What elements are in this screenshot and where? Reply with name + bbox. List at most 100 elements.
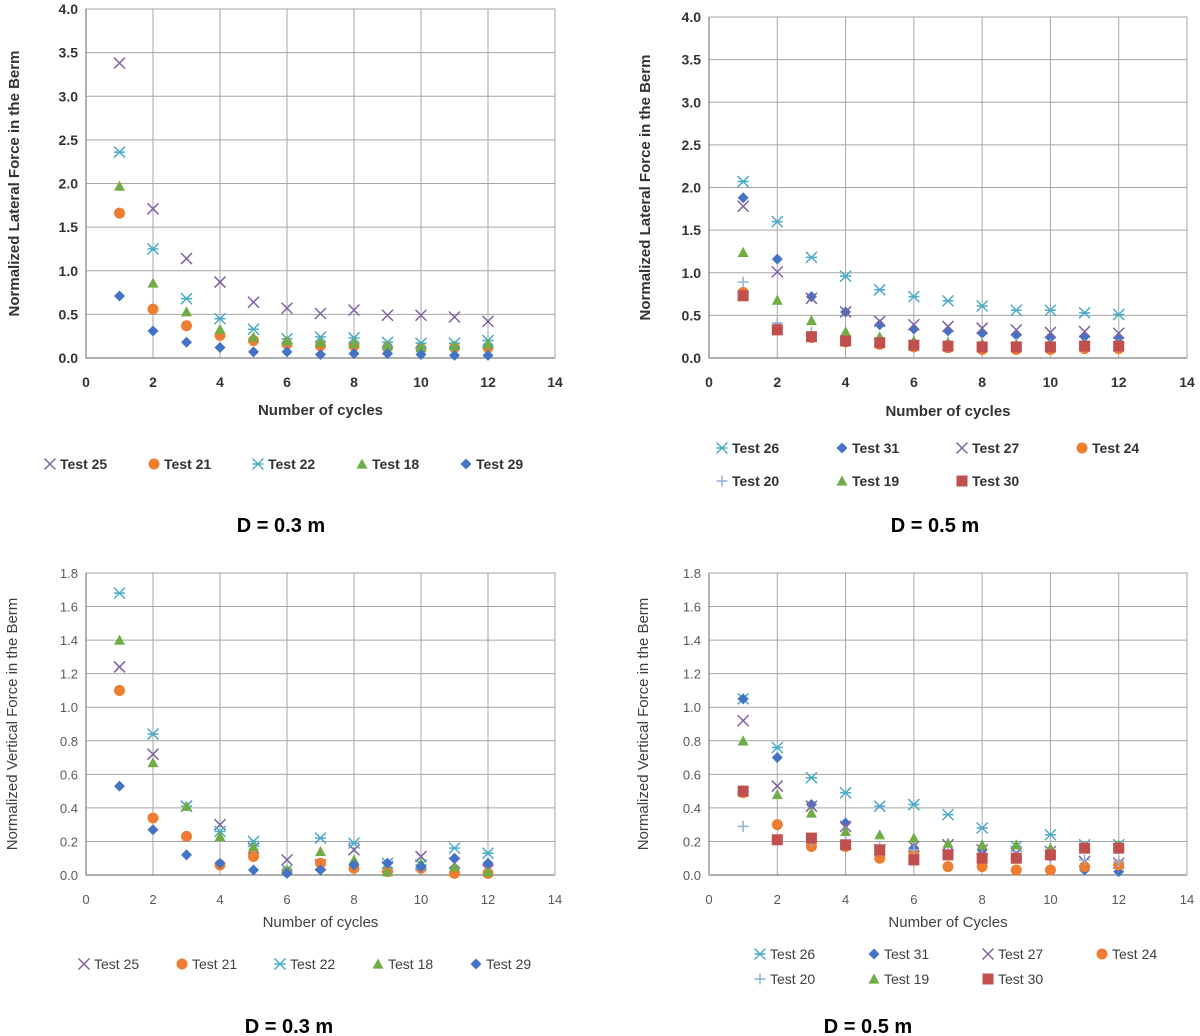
- data-point: [481, 315, 495, 328]
- legend-label: Test 18: [372, 456, 419, 472]
- legend: Test 25 Test 21 Test 22 Test 18 Test 29: [43, 456, 523, 472]
- data-point: [1044, 304, 1057, 317]
- legend-item: Test 22: [273, 956, 335, 972]
- legend-label: Test 26: [770, 946, 815, 962]
- legend-label: Test 25: [94, 956, 139, 972]
- y-tick-label: 1.2: [683, 667, 701, 682]
- data-point: [147, 325, 159, 337]
- data-point: [181, 800, 192, 811]
- data-point: [737, 820, 749, 832]
- data-point: [482, 857, 494, 869]
- legend-label: Test 19: [852, 473, 899, 489]
- data-point: [181, 830, 192, 842]
- y-tick-label: 0.8: [60, 734, 78, 749]
- data-point: [449, 852, 460, 864]
- data-point: [737, 290, 749, 302]
- y-tick-label: 0.4: [60, 801, 78, 816]
- data-point: [146, 242, 160, 255]
- data-point: [214, 857, 226, 869]
- x-tick-label: 2: [149, 374, 157, 390]
- legend-label: Test 22: [268, 456, 315, 472]
- data-point: [348, 859, 360, 871]
- data-point: [1112, 327, 1125, 340]
- legend-item: Test 30: [982, 971, 1043, 987]
- legend-item: Test 24: [1076, 440, 1139, 456]
- data-point: [449, 349, 460, 361]
- legend-marker: [868, 973, 880, 984]
- y-tick-label: 4.0: [682, 9, 702, 25]
- y-tick-label: 0.4: [683, 801, 701, 816]
- data-point: [147, 277, 159, 288]
- legend-marker: [715, 441, 729, 455]
- x-tick-label: 4: [842, 374, 850, 390]
- series-test-25: [113, 57, 495, 328]
- y-tick-label: 1.0: [683, 700, 701, 715]
- data-point: [1113, 856, 1125, 868]
- data-point: [213, 312, 227, 325]
- legend: Test 26 Test 31 Test 27 Test 24 Test 20 Test …: [715, 440, 1139, 489]
- legend-item: Test 19: [868, 971, 929, 987]
- data-point: [805, 292, 818, 305]
- legend-label: Test 29: [476, 456, 523, 472]
- data-point: [771, 294, 783, 305]
- data-point: [1078, 325, 1091, 338]
- data-point: [415, 342, 427, 353]
- x-tick-label: 4: [216, 374, 224, 390]
- data-point: [113, 660, 126, 673]
- data-point: [976, 341, 988, 353]
- data-point: [214, 323, 226, 334]
- y-tick-label: 0.6: [683, 767, 701, 782]
- x-tick-label: 4: [216, 892, 223, 907]
- series-test-27: [737, 200, 1125, 340]
- panel-caption: D = 0.3 m: [237, 515, 325, 537]
- y-tick-label: 3.5: [682, 52, 702, 68]
- legend: Test 25 Test 21 Test 22 Test 18 Test 29: [77, 956, 531, 972]
- y-tick-label: 0.0: [683, 868, 701, 883]
- data-point: [248, 331, 259, 342]
- data-point: [907, 290, 920, 303]
- data-point: [180, 292, 193, 305]
- data-point: [839, 786, 852, 799]
- data-point: [737, 693, 749, 705]
- legend-marker: [956, 475, 968, 487]
- data-point: [805, 832, 817, 844]
- data-point: [382, 866, 393, 877]
- x-tick-label: 6: [283, 892, 290, 907]
- panel-caption: D = 0.5 m: [824, 1016, 912, 1036]
- x-tick-label: 2: [149, 892, 156, 907]
- y-tick-label: 4.0: [59, 1, 79, 17]
- data-point: [737, 175, 750, 188]
- legend-label: Test 25: [60, 456, 107, 472]
- legend-item: Test 18: [372, 956, 433, 972]
- legend-item: Test 31: [868, 946, 929, 962]
- x-tick-label: 0: [82, 892, 89, 907]
- data-point: [382, 348, 393, 360]
- legend-marker: [982, 973, 994, 985]
- data-point: [737, 192, 749, 204]
- y-tick-label: 2.5: [59, 132, 79, 148]
- legend-item: Test 22: [251, 456, 315, 472]
- data-point: [415, 861, 427, 873]
- data-point: [1010, 852, 1022, 864]
- data-point: [1010, 341, 1022, 353]
- data-point: [976, 861, 988, 873]
- data-point: [840, 839, 852, 851]
- data-point: [214, 830, 226, 842]
- data-point: [1079, 861, 1091, 873]
- data-point: [1113, 340, 1125, 352]
- y-tick-label: 1.0: [59, 263, 79, 279]
- x-tick-label: 8: [350, 374, 358, 390]
- legend-marker: [836, 475, 848, 486]
- data-point: [315, 864, 326, 876]
- y-axis-label: Normalized Vertical Force in the Berm: [4, 598, 21, 851]
- legend-marker: [836, 442, 848, 454]
- x-tick-label: 8: [350, 892, 357, 907]
- legend-label: Test 31: [884, 946, 929, 962]
- data-point: [248, 864, 259, 876]
- legend-item: Test 21: [148, 456, 211, 472]
- x-tick-label: 6: [910, 374, 918, 390]
- data-point: [737, 276, 749, 288]
- legend-item: Test 29: [470, 956, 531, 972]
- y-tick-label: 1.4: [60, 633, 78, 648]
- data-point: [771, 819, 783, 831]
